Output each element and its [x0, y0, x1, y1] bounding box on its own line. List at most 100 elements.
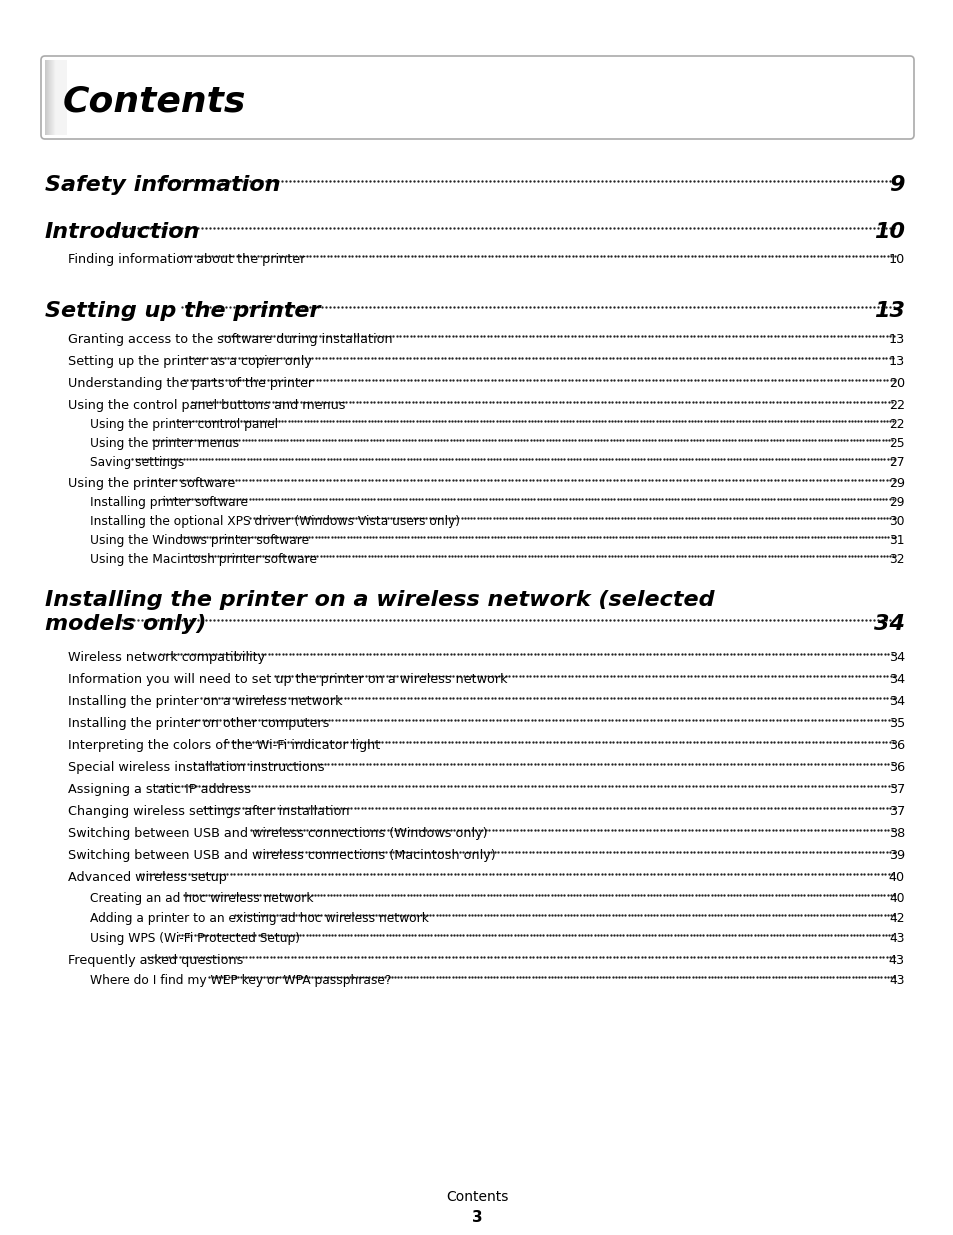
Text: 32: 32	[888, 553, 904, 566]
Bar	[52, 61, 64, 135]
Bar	[47, 61, 58, 135]
Text: Using the control panel buttons and menus: Using the control panel buttons and menu…	[68, 399, 345, 412]
Bar	[55, 61, 67, 135]
Bar	[52, 61, 64, 135]
Bar	[51, 61, 63, 135]
Text: Information you will need to set up the printer on a wireless network: Information you will need to set up the …	[68, 673, 507, 685]
Bar	[53, 61, 65, 135]
Text: 13: 13	[888, 333, 904, 346]
Bar	[51, 61, 62, 135]
Text: 43: 43	[888, 932, 904, 945]
Text: 37: 37	[888, 783, 904, 797]
Bar	[51, 61, 62, 135]
Bar	[54, 61, 66, 135]
Bar	[54, 61, 66, 135]
Bar	[48, 61, 59, 135]
Text: Contents: Contents	[445, 1191, 508, 1204]
Text: Safety information: Safety information	[45, 175, 280, 195]
Bar	[49, 61, 60, 135]
Text: 40: 40	[888, 871, 904, 884]
Bar	[48, 61, 59, 135]
Bar	[53, 61, 65, 135]
Bar	[51, 61, 63, 135]
Bar	[50, 61, 61, 135]
Bar	[53, 61, 65, 135]
Text: 30: 30	[888, 515, 904, 529]
Text: Interpreting the colors of the Wi-Fi indicator light: Interpreting the colors of the Wi-Fi ind…	[68, 739, 380, 752]
Bar	[52, 61, 64, 135]
Bar	[53, 61, 65, 135]
Bar	[48, 61, 59, 135]
Text: Introduction: Introduction	[45, 222, 200, 242]
Bar	[55, 61, 67, 135]
Bar	[53, 61, 64, 135]
Text: 20: 20	[888, 377, 904, 390]
Bar	[47, 61, 58, 135]
Text: 27: 27	[888, 456, 904, 469]
Bar	[51, 61, 62, 135]
Bar	[50, 61, 61, 135]
Bar	[49, 61, 60, 135]
Text: Frequently asked questions: Frequently asked questions	[68, 953, 243, 967]
Bar	[49, 61, 60, 135]
Bar	[55, 61, 67, 135]
Bar	[46, 61, 57, 135]
Bar	[55, 61, 67, 135]
Text: Wireless network compatibility: Wireless network compatibility	[68, 651, 265, 664]
Bar	[55, 61, 66, 135]
Text: 13: 13	[888, 354, 904, 368]
Text: Setting up the printer: Setting up the printer	[45, 301, 320, 321]
Bar	[53, 61, 65, 135]
Bar	[47, 61, 57, 135]
Text: Using the printer menus: Using the printer menus	[90, 437, 239, 450]
Text: 42: 42	[888, 911, 904, 925]
Text: Changing wireless settings after installation: Changing wireless settings after install…	[68, 805, 349, 818]
Bar	[54, 61, 66, 135]
Bar	[51, 61, 62, 135]
Bar	[51, 61, 61, 135]
Bar	[52, 61, 64, 135]
Bar	[49, 61, 60, 135]
Text: Where do I find my WEP key or WPA passphrase?: Where do I find my WEP key or WPA passph…	[90, 974, 391, 987]
Text: 10: 10	[873, 222, 904, 242]
Text: Using the Macintosh printer software: Using the Macintosh printer software	[90, 553, 316, 566]
Bar	[52, 61, 64, 135]
Bar	[51, 61, 63, 135]
Bar	[46, 61, 57, 135]
Text: 22: 22	[888, 417, 904, 431]
Text: 31: 31	[888, 534, 904, 547]
Bar	[49, 61, 60, 135]
Bar	[51, 61, 62, 135]
Bar	[53, 61, 65, 135]
Bar	[48, 61, 59, 135]
Text: Using the printer control panel: Using the printer control panel	[90, 417, 277, 431]
Bar	[48, 61, 58, 135]
Text: 34: 34	[888, 651, 904, 664]
Bar	[50, 61, 61, 135]
Bar	[47, 61, 58, 135]
Text: Installing the printer on a wireless network: Installing the printer on a wireless net…	[68, 695, 342, 708]
Text: 10: 10	[888, 253, 904, 266]
Text: 34: 34	[873, 614, 904, 634]
Text: Switching between USB and wireless connections (Windows only): Switching between USB and wireless conne…	[68, 827, 487, 840]
Bar	[50, 61, 61, 135]
Bar	[52, 61, 63, 135]
Text: 22: 22	[888, 399, 904, 412]
Text: Finding information about the printer: Finding information about the printer	[68, 253, 305, 266]
Bar	[48, 61, 59, 135]
Bar	[46, 61, 57, 135]
Text: Using WPS (Wi-Fi Protected Setup): Using WPS (Wi-Fi Protected Setup)	[90, 932, 299, 945]
Text: Setting up the printer as a copier only: Setting up the printer as a copier only	[68, 354, 312, 368]
Text: Using the Windows printer software: Using the Windows printer software	[90, 534, 309, 547]
Text: 38: 38	[888, 827, 904, 840]
Text: 35: 35	[888, 718, 904, 730]
Bar	[47, 61, 58, 135]
Text: models only): models only)	[45, 614, 206, 634]
Text: 29: 29	[888, 496, 904, 509]
Bar	[45, 61, 56, 135]
Text: Advanced wireless setup: Advanced wireless setup	[68, 871, 227, 884]
Text: Granting access to the software during installation: Granting access to the software during i…	[68, 333, 393, 346]
Text: Special wireless installation instructions: Special wireless installation instructio…	[68, 761, 324, 774]
Bar	[54, 61, 65, 135]
Text: Using the printer software: Using the printer software	[68, 477, 235, 490]
